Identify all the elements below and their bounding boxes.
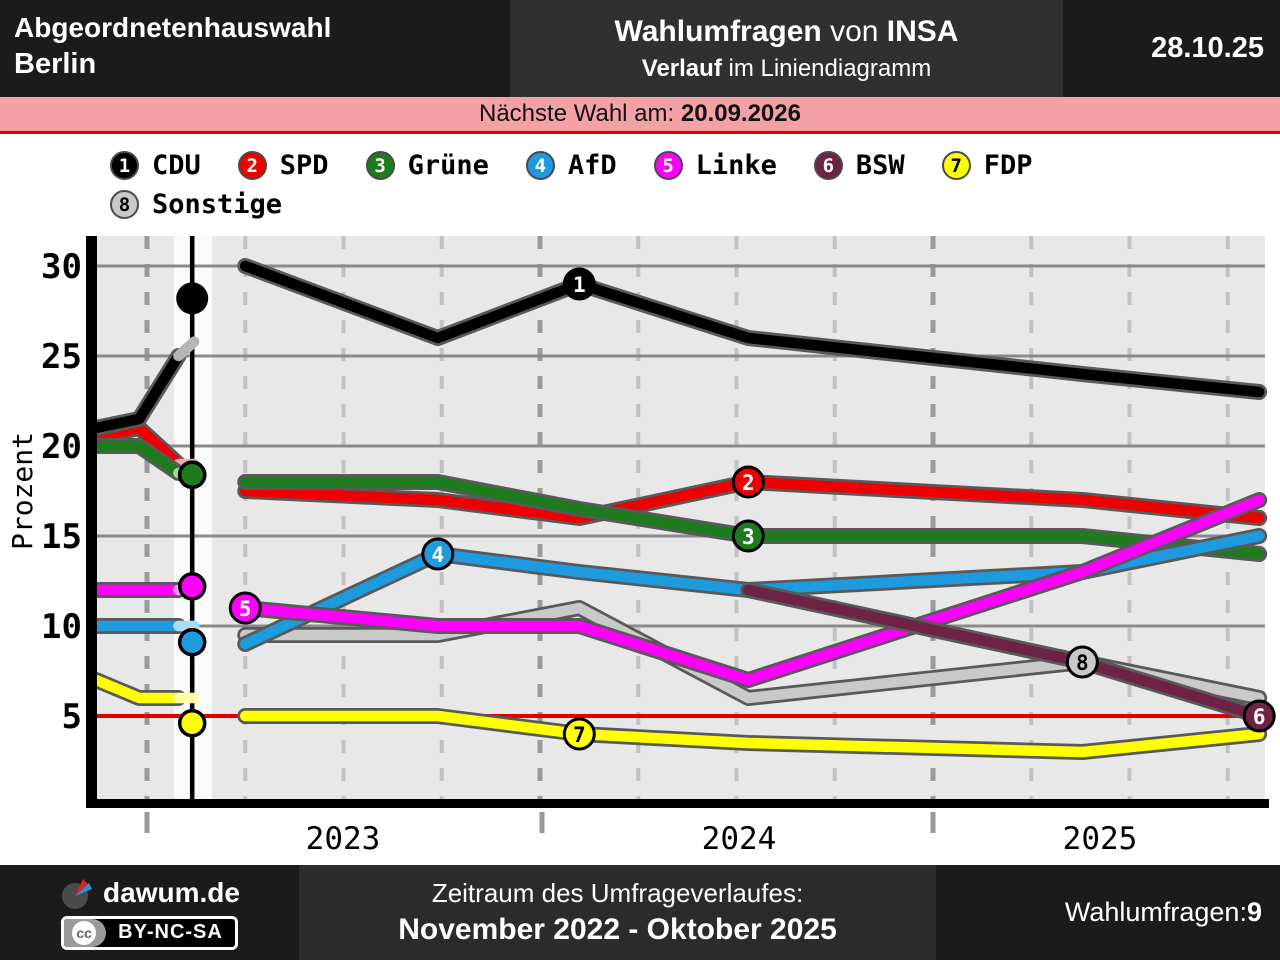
survey-period-panel: Zeitraum des Umfrageverlaufes: November … (299, 865, 936, 960)
x-tick-label-2023: 2023 (306, 821, 381, 857)
series-badge-Sonstige: 8 (1065, 645, 1099, 679)
footer: dawum.de cc BY-NC-SA Zeitraum des Umfrag… (0, 865, 1280, 960)
series-FDP (87, 672, 1268, 760)
election-result-dot-AfD (177, 627, 207, 657)
y-tick-label-5: 5 (62, 697, 82, 737)
election-result-dot-FDP (177, 708, 207, 738)
dawum-logo-icon (62, 878, 93, 909)
legend-label: AfD (567, 150, 617, 181)
cc-license-text: BY-NC-SA (118, 921, 223, 943)
x-tick-label-2024: 2024 (702, 821, 777, 857)
brand: dawum.de (59, 876, 240, 910)
legend-row-1: 1 CDU 2 SPD 3 Grüne 4 AfD 5 Linke 6 BSW 7 FDP (110, 150, 1280, 181)
y-tick-label-30: 30 (41, 247, 82, 287)
legend-item-cdu: 1 CDU (110, 150, 201, 181)
next-election-date: 20.09.2026 (680, 100, 801, 127)
poll-count-value: 9 (1246, 897, 1262, 927)
legend-item-linke: 5 Linke (653, 150, 777, 181)
y-tick-label-20: 20 (41, 427, 82, 467)
legend-label: CDU (152, 150, 201, 181)
svg-text:4: 4 (431, 543, 444, 567)
legend-number-icon: 6 (813, 151, 843, 180)
svg-text:7: 7 (573, 723, 586, 747)
brand-name: dawum.de (103, 876, 240, 908)
election-region: Berlin (14, 48, 97, 81)
series-CDU (87, 258, 1268, 436)
series-SPD (87, 420, 1268, 526)
legend-number-icon: 2 (237, 151, 267, 180)
footer-brand-block: dawum.de cc BY-NC-SA (0, 865, 299, 960)
y-tick-label-25: 25 (41, 337, 82, 377)
x-axis (86, 799, 1269, 808)
series-badge-SPD: 2 (731, 465, 765, 499)
election-name: Abgeordnetenhauswahl (14, 12, 332, 43)
series-badge-AfD: 4 (421, 537, 455, 571)
poll-count: Wahlumfragen: 9 (1064, 897, 1262, 927)
legend-number-icon: 8 (110, 190, 139, 219)
y-axis-title: Prozent (6, 432, 39, 550)
legend-number-icon: 7 (941, 151, 971, 180)
chart-title: Wahlumfragen von INSA (614, 14, 959, 48)
svg-text:5: 5 (239, 597, 252, 621)
election-result-dot-CDU (176, 282, 209, 315)
survey-period-label: Zeitraum des Umfrageverlaufes: (431, 878, 804, 908)
svg-text:1: 1 (573, 273, 586, 297)
cc-icon: cc (64, 918, 107, 947)
svg-text:2: 2 (742, 471, 755, 495)
election-result-dot-Linke (177, 572, 207, 601)
legend-item-sonstige: 8 Sonstige (110, 189, 282, 220)
series-badge-Linke: 5 (228, 591, 262, 625)
next-election-label: Nächste Wahl am: (479, 100, 675, 127)
legend-label: SPD (279, 150, 329, 181)
legend-label: BSW (855, 150, 905, 181)
election-title: Abgeordnetenhauswahl Berlin (14, 10, 331, 84)
legend-label: Linke (695, 150, 777, 181)
y-tick-label-15: 15 (41, 517, 82, 557)
legend-item-afd: 4 AfD (525, 150, 617, 181)
series-badge-BSW: 6 (1242, 699, 1276, 733)
legend: 1 CDU 2 SPD 3 Grüne 4 AfD 5 Linke 6 BSW 7 FDP 8 Sonsti… (0, 134, 1280, 236)
cc-license-badge: cc BY-NC-SA (61, 915, 238, 950)
legend-label: Grüne (407, 150, 489, 181)
legend-number-icon: 5 (653, 151, 683, 180)
legend-label: FDP (983, 150, 1033, 181)
legend-item-grüne: 3 Grüne (365, 150, 489, 181)
poll-trend-chart: 8 7 2 3 4 5 6 1 30 25 20 15 10 5 Prozent 2023 2024 2025 (6, 236, 1276, 857)
legend-row-2: 8 Sonstige (110, 189, 1280, 220)
series-badge-FDP: 7 (562, 717, 596, 751)
svg-text:6: 6 (1253, 705, 1266, 729)
legend-label: Sonstige (152, 189, 283, 220)
chart-title-panel: Wahlumfragen von INSA Verlauf im Liniend… (510, 0, 1063, 97)
publish-date: 28.10.25 (1151, 32, 1264, 64)
header: Abgeordnetenhauswahl Berlin Wahlumfragen… (0, 0, 1280, 97)
x-tick-label-2025: 2025 (1063, 821, 1138, 857)
election-result-dot-Grüne (177, 460, 207, 490)
series-badge-CDU: 1 (562, 267, 596, 301)
legend-number-icon: 4 (525, 151, 555, 180)
legend-item-fdp: 7 FDP (941, 150, 1033, 181)
legend-item-spd: 2 SPD (237, 150, 329, 181)
legend-number-icon: 1 (110, 151, 139, 180)
legend-number-icon: 3 (365, 151, 395, 180)
faded-stub-CDU (173, 336, 200, 362)
svg-text:3: 3 (742, 525, 755, 549)
next-election-banner: Nächste Wahl am: 20.09.2026 (0, 97, 1280, 134)
legend-item-bsw: 6 BSW (813, 150, 905, 181)
svg-text:8: 8 (1076, 651, 1089, 675)
survey-period-value: November 2022 - Oktober 2025 (398, 913, 837, 946)
chart-subtitle: Verlauf im Liniendiagramm (641, 54, 932, 82)
y-axis (86, 236, 97, 808)
series-badge-Grüne: 3 (731, 519, 765, 553)
y-tick-label-10: 10 (41, 607, 82, 647)
